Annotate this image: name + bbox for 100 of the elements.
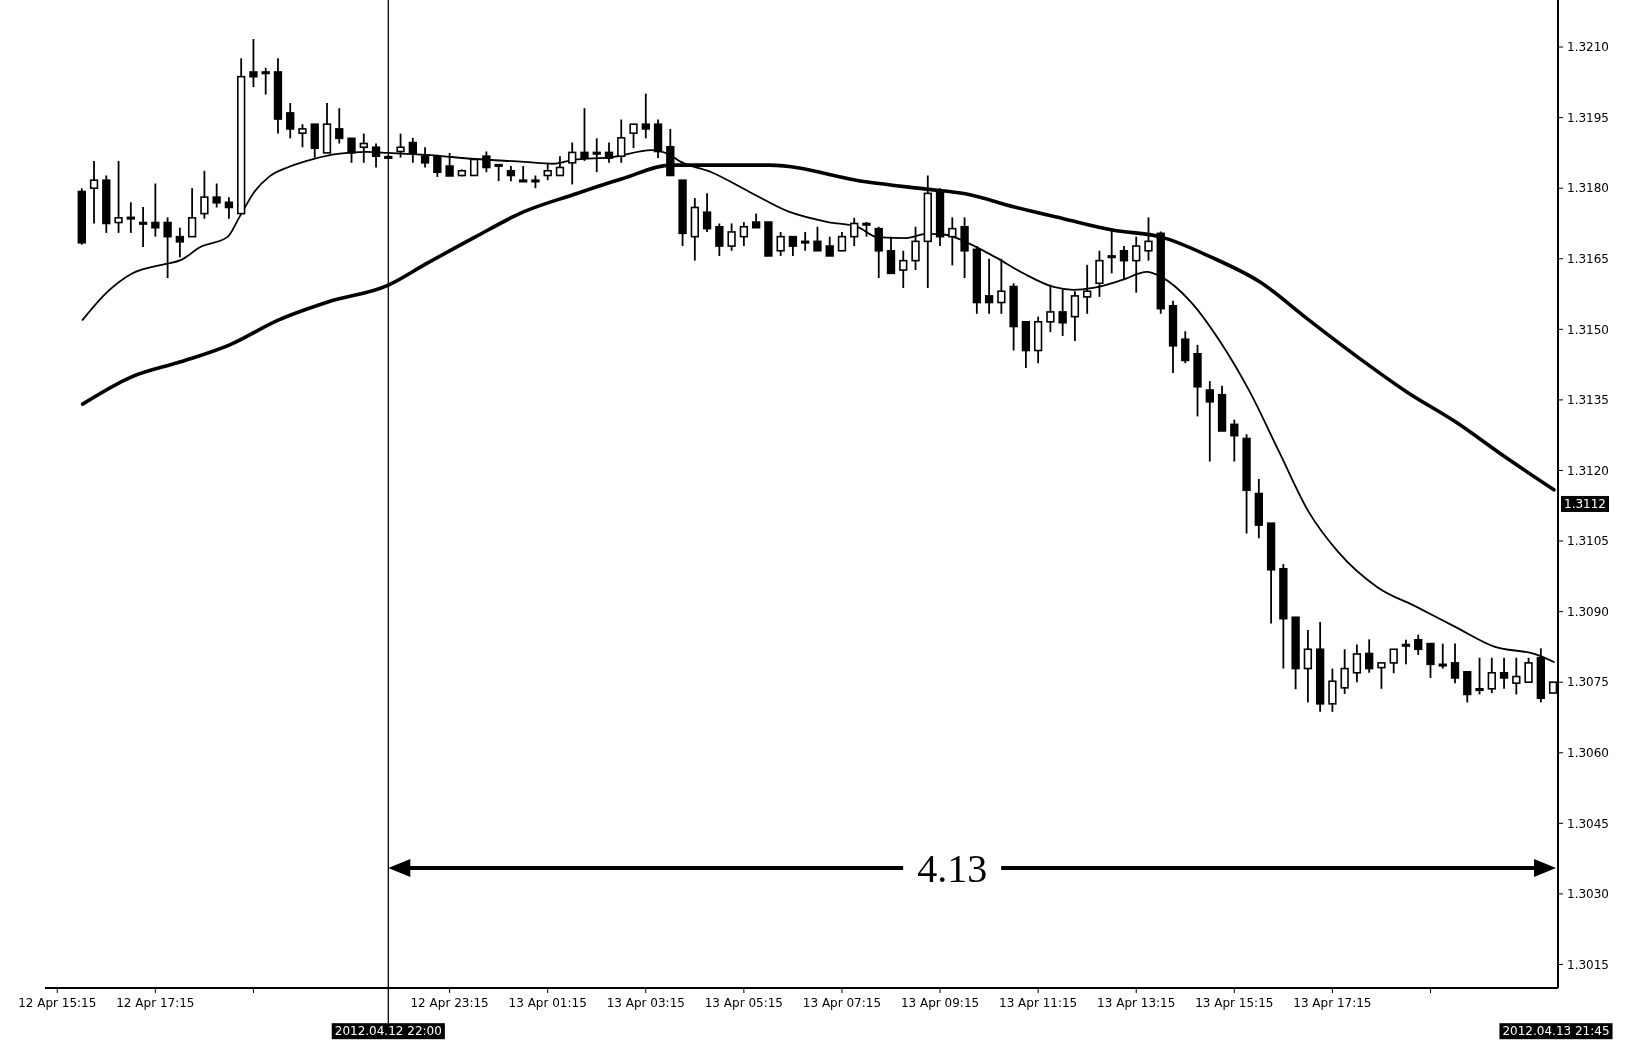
candlestick — [948, 216, 957, 267]
candlestick — [555, 155, 565, 177]
candlestick — [997, 257, 1006, 315]
candlestick — [727, 222, 736, 252]
candlestick — [1328, 667, 1337, 713]
y-tick-label: 1.3060 — [1567, 745, 1609, 760]
candlestick — [837, 231, 847, 252]
candlestick — [175, 226, 185, 259]
candlestick — [1499, 656, 1509, 690]
candlestick — [899, 249, 908, 289]
text: 2012.04.13 21:45 — [1502, 1024, 1610, 1039]
candlestick — [788, 235, 798, 257]
candlestick — [1144, 216, 1153, 262]
candlestick — [187, 187, 197, 238]
x-tick-label: 13 Apr 15:15 — [1195, 996, 1274, 1010]
candlestick — [629, 123, 638, 150]
y-tick-label: 1.3165 — [1567, 251, 1609, 266]
candlestick — [801, 231, 810, 252]
x-tick-label: 13 Apr 13:15 — [1097, 996, 1176, 1010]
x-tick-label: 13 Apr 03:15 — [606, 996, 685, 1010]
candlestick — [1426, 642, 1435, 679]
candlestick — [1365, 638, 1374, 674]
y-tick-label: 1.3045 — [1567, 816, 1609, 831]
x-tick-label: 13 Apr 17:15 — [1293, 996, 1372, 1010]
x-tick-label: 13 Apr 05:15 — [704, 996, 783, 1010]
candlestick — [1095, 249, 1104, 298]
x-tick-label: 12 Apr 23:15 — [410, 996, 489, 1010]
candlestick — [151, 182, 160, 238]
candlestick — [1475, 656, 1484, 696]
candlestick — [1303, 629, 1313, 704]
candlestick — [1414, 633, 1423, 656]
y-tick-label: 1.3180 — [1567, 181, 1609, 196]
y-tick-label: 1.3195 — [1567, 110, 1609, 125]
candlestick — [249, 38, 258, 88]
candlestick — [984, 257, 994, 315]
candlestick — [1205, 380, 1214, 463]
x-tick-label: 13 Apr 09:15 — [900, 996, 980, 1010]
ref-line-label: 2012.04.12 22:00 — [334, 1024, 442, 1039]
candlestick — [886, 235, 896, 275]
candlestick — [519, 165, 528, 183]
candlestick — [911, 225, 920, 271]
candlestick — [739, 221, 749, 247]
candlestick — [1401, 638, 1411, 666]
candlestick — [1132, 235, 1141, 294]
candlestick — [286, 102, 295, 140]
candlestick — [960, 216, 969, 279]
y-tick-label: 1.3210 — [1567, 40, 1609, 55]
candlestick — [1487, 656, 1496, 694]
x-tick-label: 13 Apr 01:15 — [508, 996, 587, 1010]
candlestick — [138, 206, 148, 248]
candlestick — [212, 182, 221, 209]
candlestick — [813, 225, 822, 252]
annotation: 4.13 — [917, 846, 988, 891]
candlestick — [335, 107, 344, 145]
candlestick — [1450, 642, 1460, 685]
candlestick — [1181, 330, 1190, 365]
candlestick — [114, 160, 123, 234]
y-tick-label: 1.3135 — [1567, 393, 1609, 408]
y-tick-label: 1.3090 — [1567, 604, 1609, 619]
text: 1.3112 — [1564, 496, 1606, 511]
candlestick — [126, 201, 135, 234]
candlestick — [89, 160, 99, 225]
candlestick — [200, 169, 209, 220]
x-tick-label: 12 Apr 17:15 — [116, 996, 195, 1010]
candlestick — [1230, 418, 1239, 463]
candlestick — [641, 92, 650, 140]
candlestick — [1389, 648, 1398, 675]
candlestick — [1340, 648, 1349, 695]
y-tick-label: 1.3075 — [1567, 675, 1609, 690]
candlestick — [1524, 656, 1533, 684]
x-tick-label: 13 Apr 07:15 — [802, 996, 882, 1010]
y-tick-label: 1.3015 — [1567, 957, 1609, 972]
candlestick — [825, 235, 834, 257]
candlestick — [715, 222, 724, 257]
candlestick — [776, 231, 785, 257]
candlestick — [1119, 245, 1129, 281]
candlestick — [163, 216, 172, 279]
candlestick — [702, 192, 712, 233]
y-tick-label: 1.3030 — [1567, 887, 1609, 902]
candlestick — [1377, 662, 1386, 690]
x-tick-label: 13 Apr 11:15 — [999, 996, 1078, 1010]
y-tick-label: 1.3120 — [1567, 463, 1609, 478]
x-tick-label: 12 Apr 15:15 — [18, 996, 97, 1010]
candlestick — [445, 152, 454, 177]
candlestick — [494, 163, 503, 183]
candlestick — [874, 225, 883, 279]
y-tick-label: 1.3150 — [1567, 322, 1609, 337]
candlestick — [1352, 643, 1362, 684]
candlestick — [1107, 227, 1116, 275]
candlestick — [1083, 263, 1092, 315]
candlestick — [850, 216, 859, 247]
candlestick — [1512, 656, 1521, 696]
candlestick — [1058, 288, 1067, 337]
candlestick — [1046, 283, 1055, 334]
candlestick — [261, 66, 270, 96]
candlestick — [1070, 290, 1080, 342]
candlestick — [1438, 642, 1447, 670]
candlestick — [1463, 670, 1472, 704]
candlestick — [298, 123, 307, 149]
y-tick-label: 1.3105 — [1567, 534, 1609, 549]
